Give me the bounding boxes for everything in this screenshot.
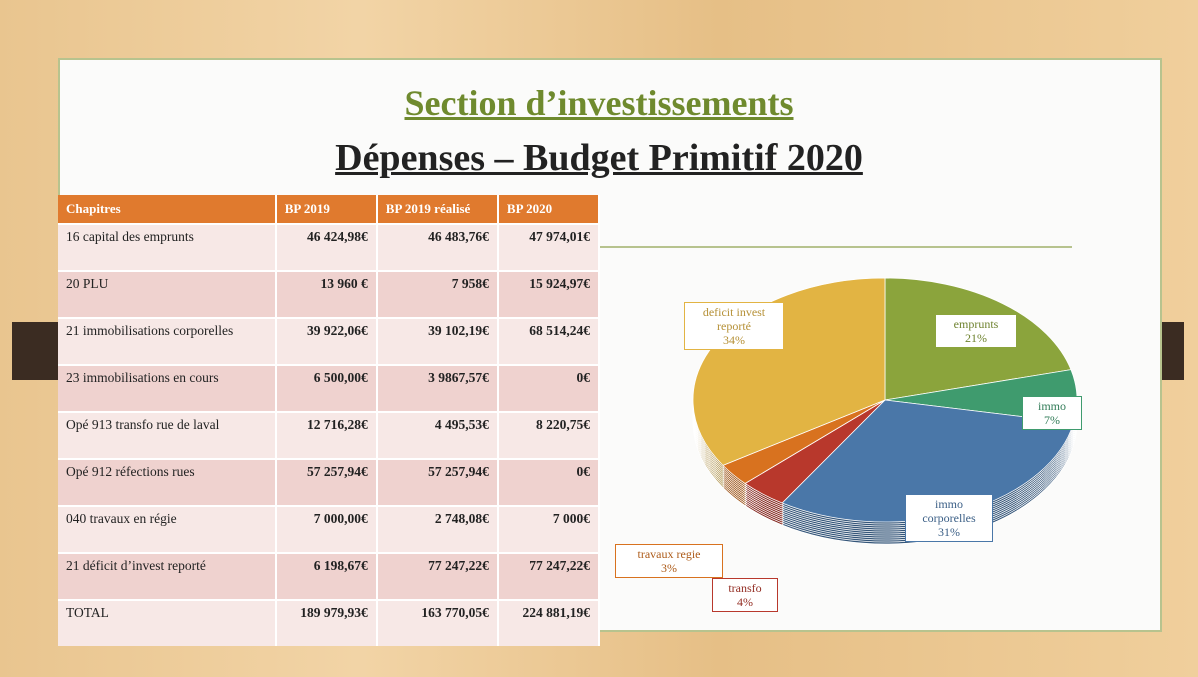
cell: 20 PLU (58, 270, 277, 318)
cell: 39 102,19€ (376, 317, 499, 365)
header-cell: BP 2019 réalisé (376, 195, 499, 224)
row: Opé 912 réfections rues 57 257,94€ 57 257,… (58, 458, 601, 506)
label-name: transfo (728, 581, 762, 595)
cell: 57 257,94€ (275, 458, 378, 506)
cell: 0€ (497, 364, 601, 412)
cell: 163 770,05€ (376, 599, 499, 646)
cell: 68 514,24€ (497, 317, 601, 365)
row: TOTAL 189 979,93€ 163 770,05€ 224 881,19€ (58, 599, 601, 646)
cell: 3 9867,57€ (376, 364, 499, 412)
cell: Opé 913 transfo rue de laval (58, 411, 277, 459)
cell: 6 198,67€ (275, 552, 378, 600)
cell: 8 220,75€ (497, 411, 601, 459)
cell: 12 716,28€ (275, 411, 378, 459)
label-name: travaux regie (637, 547, 701, 561)
cell: 224 881,19€ (497, 599, 601, 646)
cell: Opé 912 réfections rues (58, 458, 277, 506)
cell: 0€ (497, 458, 601, 506)
row: 21 immobilisations corporelles 39 922,06€… (58, 317, 601, 365)
cell: 16 capital des emprunts (58, 223, 277, 271)
data-label: immo corporelles 31% (905, 494, 993, 542)
cell: 189 979,93€ (275, 599, 378, 646)
header-cell: BP 2020 (497, 195, 601, 224)
label-value: 34% (723, 333, 745, 347)
label-value: 3% (661, 561, 677, 575)
title: Section d’investissements (404, 83, 794, 123)
label-name: emprunts (953, 317, 999, 331)
label-name: immo corporelles (922, 497, 976, 525)
label-value: 7% (1044, 413, 1060, 427)
cell: 21 déficit d’invest reporté (58, 552, 277, 600)
label-value: 31% (938, 525, 960, 539)
cell: 23 immobilisations en cours (58, 364, 277, 412)
cell: 040 travaux en régie (58, 505, 277, 553)
cell: 39 922,06€ (275, 317, 378, 365)
cell: 57 257,94€ (376, 458, 499, 506)
cell: 46 424,98€ (275, 223, 378, 271)
cell: 13 960 € (275, 270, 378, 318)
decor-bar (12, 322, 58, 380)
cell: 6 500,00€ (275, 364, 378, 412)
cell: 7 958€ (376, 270, 499, 318)
data-label: deficit invest reporté 34% (684, 302, 784, 350)
row: 23 immobilisations en cours 6 500,00€ 3 98… (58, 364, 601, 412)
header-cell: BP 2019 (275, 195, 378, 224)
cell: 15 924,97€ (497, 270, 601, 318)
header-cell: Chapitres (58, 195, 277, 224)
cell: 46 483,76€ (376, 223, 499, 271)
cell: 7 000,00€ (275, 505, 378, 553)
cell: 2 748,08€ (376, 505, 499, 553)
label-name: immo (1037, 399, 1066, 413)
data-label: emprunts 21% (935, 314, 1017, 348)
cell: 77 247,22€ (497, 552, 601, 600)
label-name: deficit invest reporté (702, 305, 766, 333)
label-value: 21% (965, 331, 987, 345)
data-label: transfo 4% (712, 578, 778, 612)
data-label: immo 7% (1022, 396, 1082, 430)
cell: TOTAL (58, 599, 277, 646)
cell: 7 000€ (497, 505, 601, 553)
header-row: Chapitres BP 2019 BP 2019 réalisé BP 2020 (58, 195, 601, 224)
label-value: 4% (737, 595, 753, 609)
data-label: travaux regie 3% (615, 544, 723, 578)
subtitle: Dépenses – Budget Primitif 2020 (335, 137, 863, 179)
cell: 47 974,01€ (497, 223, 601, 271)
budget-table: Chapitres BP 2019 BP 2019 réalisé BP 2020 16… (58, 195, 601, 646)
row: 16 capital des emprunts 46 424,98€ 46 483,… (58, 223, 601, 271)
cell: 77 247,22€ (376, 552, 499, 600)
row: 040 travaux en régie 7 000,00€ 2 748,08€ 7 … (58, 505, 601, 553)
row: 20 PLU 13 960 €7 958€ 15 924,97€ (58, 270, 601, 318)
cell: 4 495,53€ (376, 411, 499, 459)
row: Opé 913 transfo rue de laval 12 716,28€ 4 … (58, 411, 601, 459)
cell: 21 immobilisations corporelles (58, 317, 277, 365)
row: 21 déficit d’invest reporté 6 198,67€ 77 2… (58, 552, 601, 600)
